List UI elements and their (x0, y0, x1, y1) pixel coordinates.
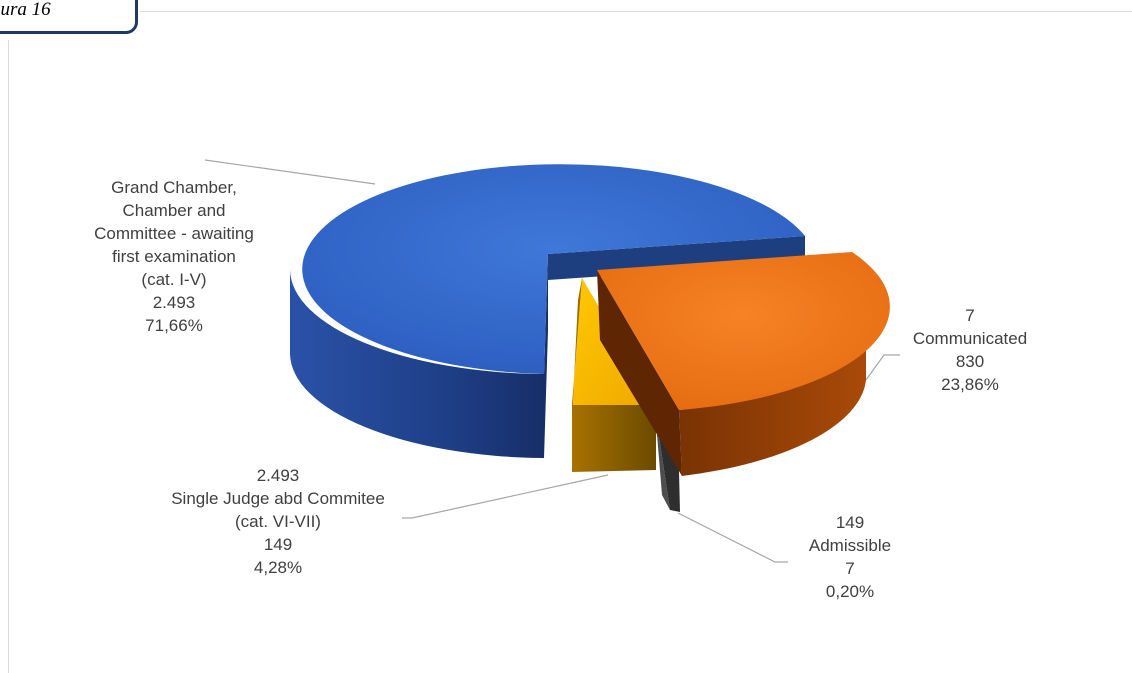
pie-slice-grand-chamber-side (290, 270, 544, 458)
leader-line-grand-chamber (204, 159, 376, 185)
leader-line-single-judge (402, 474, 609, 519)
label-grand-chamber-name-3: Committee - awaiting (94, 224, 254, 243)
label-grand-chamber-percent: 71,66% (145, 316, 203, 335)
pie-slice-communicated (597, 252, 890, 410)
label-single-judge-name-2: (cat. VI-VII) (235, 512, 321, 531)
data-label-communicated: 7 Communicated 830 23,86% (880, 304, 1060, 396)
label-grand-chamber-name-4: first examination (112, 247, 236, 266)
chart-frame-top-border (140, 11, 1132, 12)
data-label-admissible: 149 Admissible 7 0,20% (790, 511, 910, 603)
data-label-grand-chamber: Grand Chamber, Chamber and Committee - a… (40, 176, 308, 337)
pie-slice-grand-chamber-cut-face-2 (544, 254, 548, 458)
label-single-judge-extra: 2.493 (256, 466, 300, 485)
label-grand-chamber-name-5: (cat. I-V) (141, 270, 207, 289)
pie-slice-communicated-cut-face (597, 270, 682, 476)
figure-number-text: gura 16 (0, 0, 51, 20)
leader-line-admissible (677, 512, 788, 563)
label-admissible-name: Admissible (808, 536, 892, 555)
label-single-judge-value: 149 (263, 535, 293, 554)
chart-frame-left-border (8, 40, 9, 673)
label-communicated-percent: 23,86% (941, 375, 999, 394)
label-admissible-extra: 149 (835, 513, 865, 532)
label-admissible-percent: 0,20% (825, 582, 875, 601)
label-single-judge-percent: 4,28% (253, 558, 303, 577)
pie-slice-communicated-side (679, 300, 867, 476)
label-communicated-extra: 7 (965, 306, 975, 325)
label-single-judge-name-1: Single Judge abd Commitee (171, 489, 385, 508)
label-admissible-value: 7 (845, 559, 855, 578)
label-communicated-value: 830 (955, 352, 985, 371)
label-grand-chamber-value: 2.493 (152, 293, 196, 312)
data-label-single-judge: 2.493 Single Judge abd Commitee (cat. VI… (148, 464, 408, 579)
pie-slice-grand-chamber (302, 164, 805, 374)
label-grand-chamber-name-1: Grand Chamber, (111, 178, 237, 197)
figure-number-tab: gura 16 (0, 0, 138, 34)
pie-slice-single-judge-side (572, 405, 656, 472)
label-communicated-name: Communicated (912, 329, 1028, 348)
leader-line-communicated (865, 354, 900, 381)
label-grand-chamber-name-2: Chamber and (122, 201, 226, 220)
